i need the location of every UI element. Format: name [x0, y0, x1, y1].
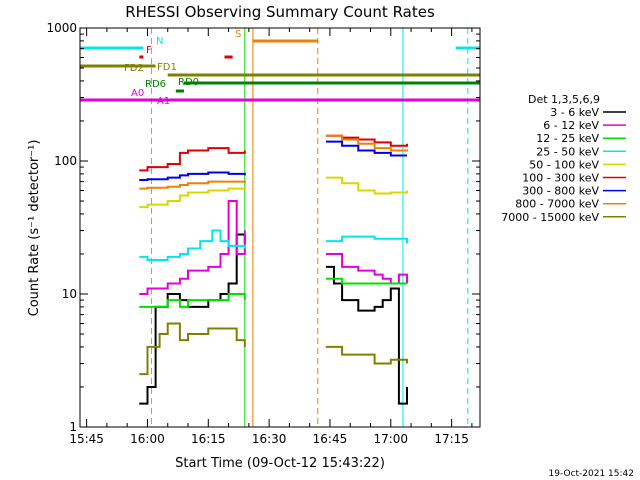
x-tick-label: 17:15	[434, 432, 469, 446]
series-line-25-50-kev-part-1	[325, 235, 408, 244]
flag-label-fd1: FD1	[157, 62, 177, 73]
series-line-3-6-kev-part-1	[325, 265, 408, 405]
legend-entry-label: 3 - 6 keV	[550, 106, 599, 119]
legend-title: Det 1,3,5,6,9	[528, 93, 600, 106]
series-line-25-50-kev-part-0	[139, 229, 246, 261]
legend-entry-label: 800 - 7000 keV	[515, 198, 599, 211]
series-line-7000-15000-kev-part-0	[139, 322, 246, 376]
series-line-100-300-kev-part-0	[139, 147, 246, 172]
legend-entry-label: 25 - 50 keV	[536, 145, 599, 158]
legend-entry-label: 100 - 300 keV	[522, 172, 599, 185]
series-line-300-800-kev-part-0	[139, 171, 246, 181]
x-tick-label: 17:00	[373, 432, 408, 446]
flag-label-rd6: RD6	[145, 79, 166, 90]
flag-label-fd2: FD2	[124, 63, 144, 74]
y-axis-label: Count Rate (s⁻¹ detector⁻¹)	[27, 140, 42, 317]
axes: 1 10 100 1000 15:45 16:00 16:15 16:30 16:45 17:00…	[46, 21, 481, 446]
chart-title: RHESSI Observing Summary Count Rates	[125, 3, 435, 21]
y-tick-label: 10	[62, 287, 77, 301]
flag-label-s: S	[235, 29, 241, 40]
series-line-50-100-kev-part-0	[139, 187, 246, 209]
footer-timestamp: 19-Oct-2021 15:42	[549, 469, 634, 479]
legend-entry-label: 50 - 100 keV	[529, 158, 599, 171]
series-line-7000-15000-kev-part-1	[325, 345, 408, 365]
plot-frame	[79, 27, 481, 428]
series-line-800-7000-kev-part-0	[139, 180, 246, 190]
y-tick-label: 100	[54, 154, 77, 168]
legend-entry-label: 12 - 25 keV	[536, 132, 599, 145]
flag-label-n: N	[156, 36, 163, 47]
flag-label-rd0: RD0	[178, 77, 199, 88]
series-line-300-800-kev-part-1	[325, 140, 407, 157]
x-tick-label: 16:15	[191, 432, 226, 446]
flag-label-a0: A0	[131, 88, 144, 99]
x-axis-label: Start Time (09-Oct-12 15:43:22)	[175, 456, 385, 471]
legend-entry-label: 7000 - 15000 keV	[501, 211, 599, 224]
series-line-800-7000-kev-part-1	[325, 134, 408, 152]
legend-entry-label: 6 - 12 keV	[543, 119, 599, 132]
x-tick-label: 15:45	[69, 432, 104, 446]
x-tick-label: 16:30	[252, 432, 287, 446]
x-tick-label: 16:45	[313, 432, 348, 446]
x-tick-label: 16:00	[130, 432, 165, 446]
series-line-12-25-kev-part-0	[139, 293, 246, 308]
flag-label-f: F	[146, 45, 152, 56]
series-line-6-12-kev-part-0	[139, 200, 246, 295]
y-tick-label: 1	[69, 420, 77, 434]
series-line-50-100-kev-part-1	[325, 176, 408, 195]
legend-entry-label: 300 - 800 keV	[522, 185, 599, 198]
y-tick-label: 1000	[46, 21, 77, 35]
flag-label-a1: A1	[157, 96, 170, 107]
series-line-6-12-kev-part-1	[325, 253, 408, 285]
series-line-12-25-kev-part-1	[325, 277, 407, 285]
